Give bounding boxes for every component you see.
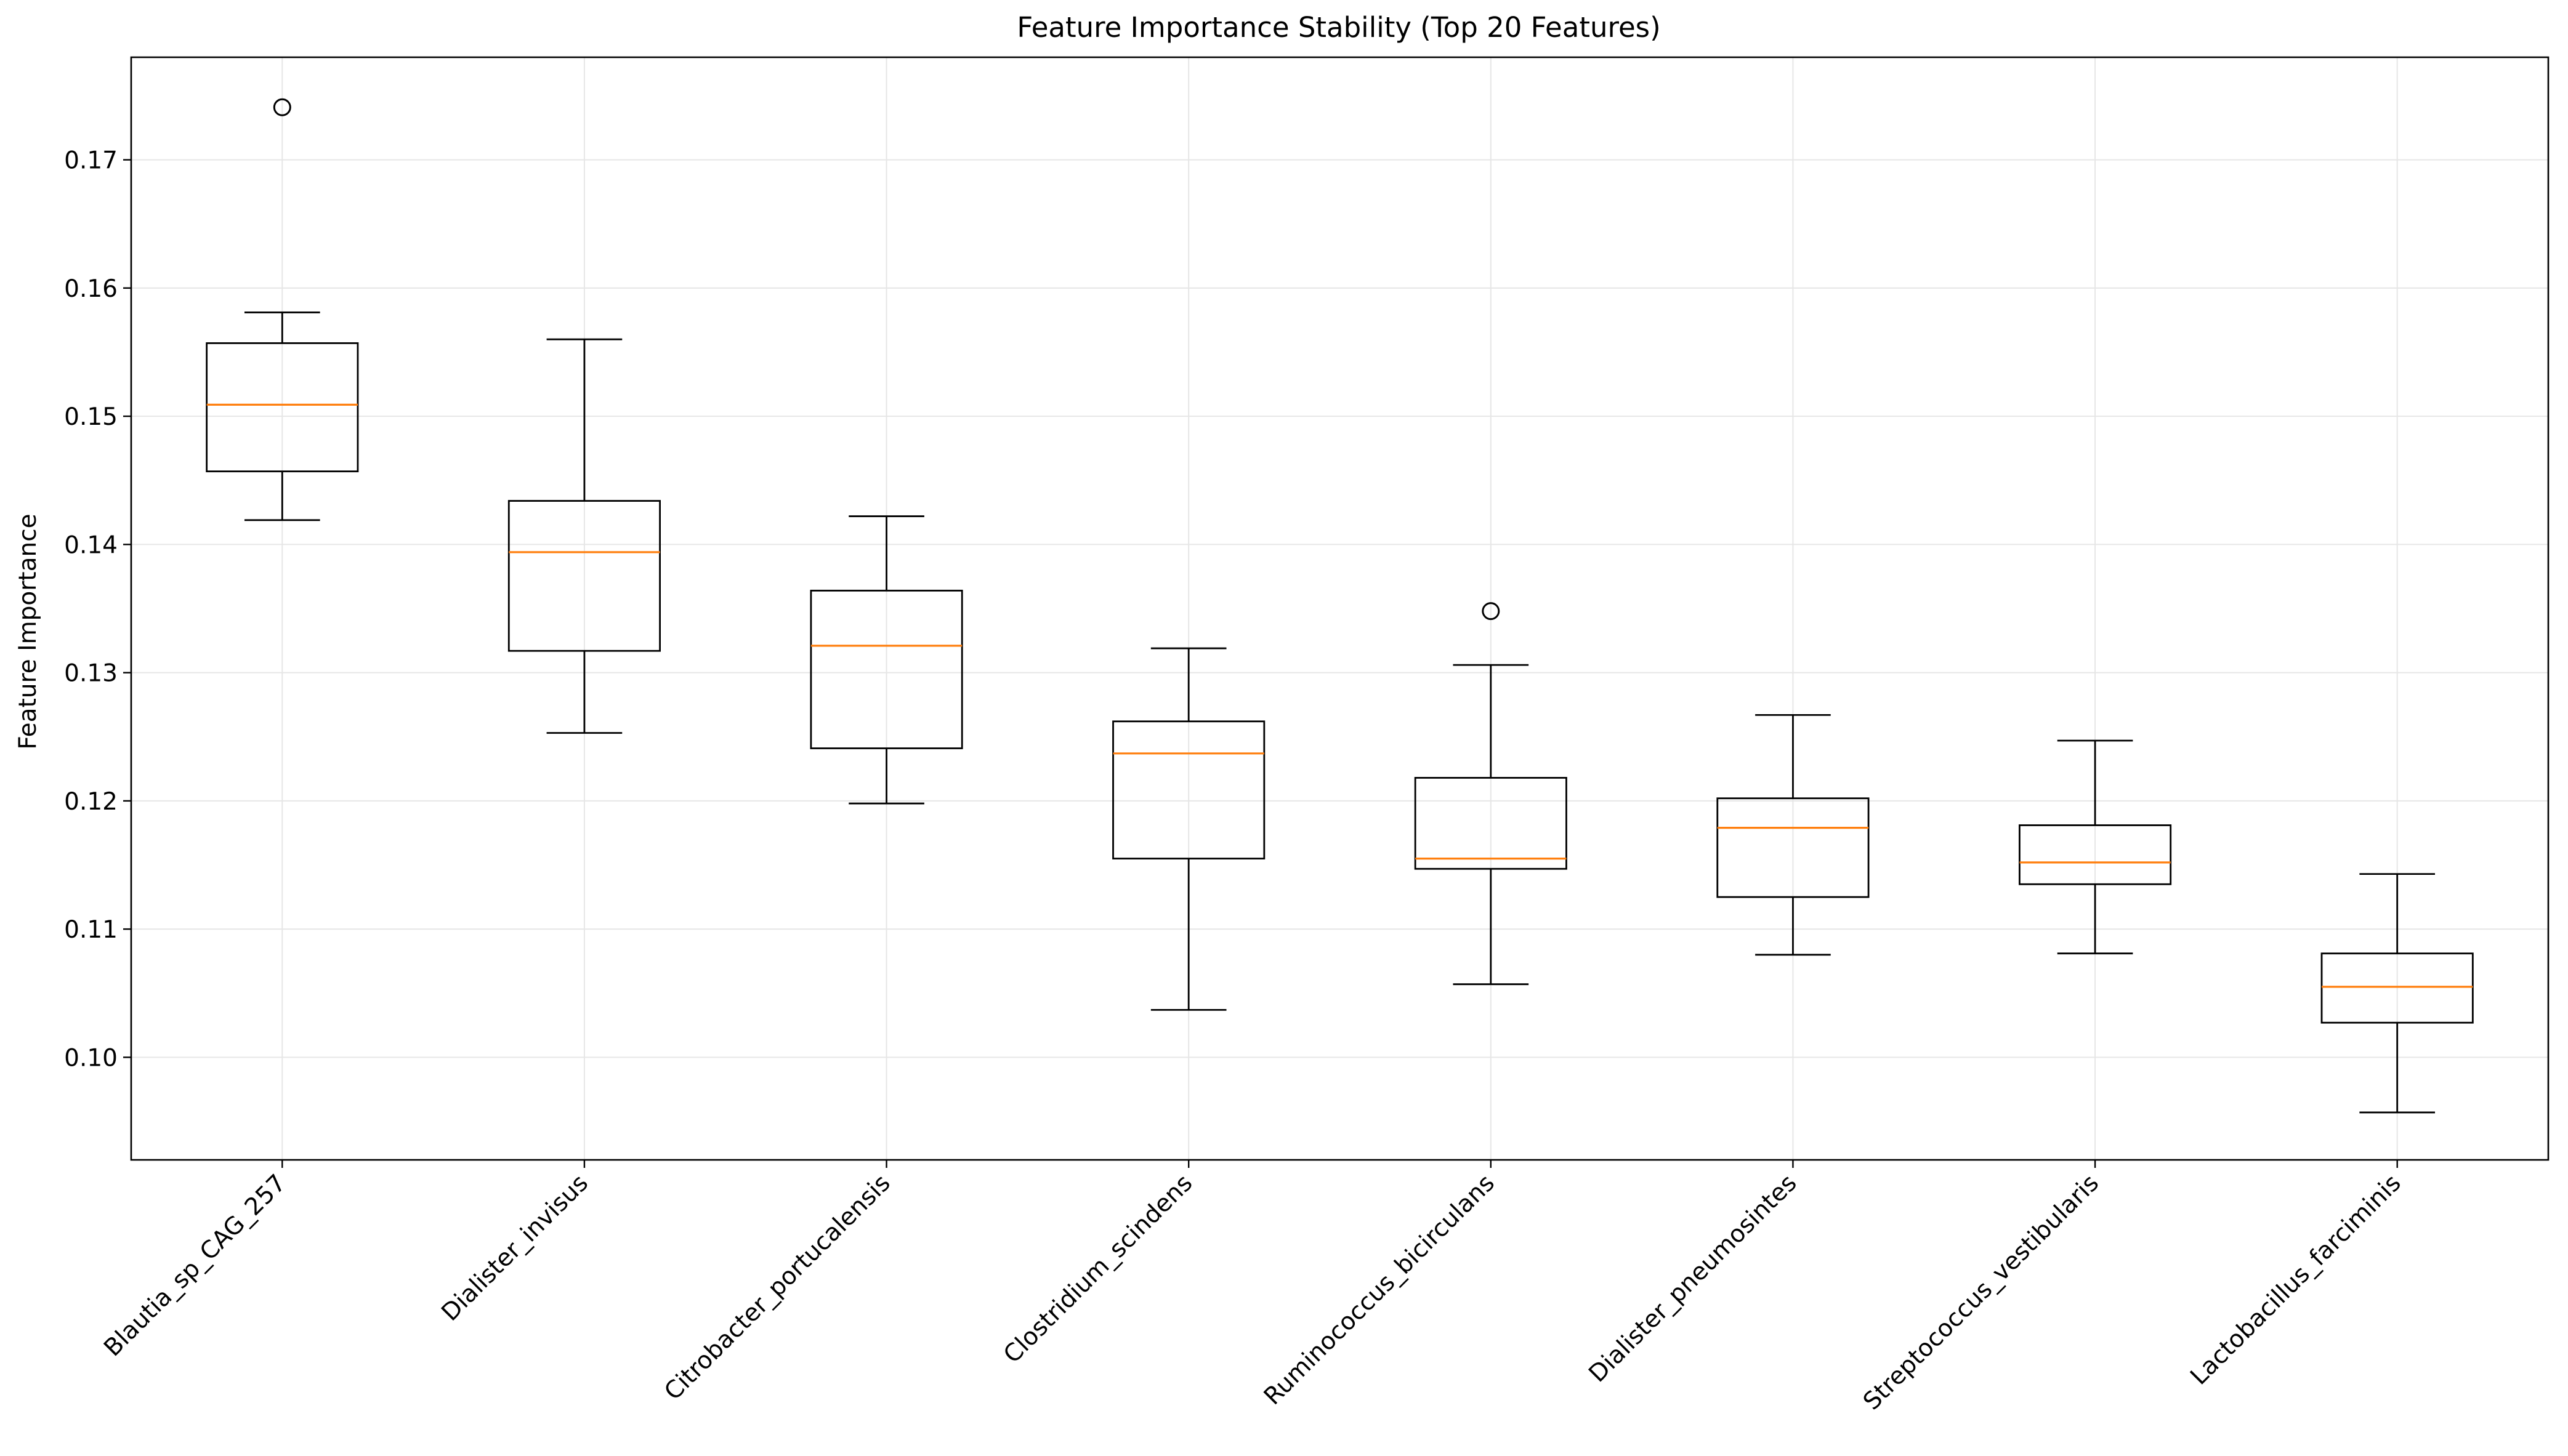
plot-area-frame [130,56,2550,1161]
box-group [507,338,661,734]
y-tick-label: 0.17 [64,147,118,175]
box-iqr [1716,797,1870,898]
y-tick-label: 0.11 [64,916,118,944]
box-iqr [1112,720,1266,859]
box-iqr [507,500,661,652]
box-group [1112,647,1266,1011]
y-tick-label: 0.14 [64,531,118,559]
box-group [1414,602,1567,986]
box-iqr [1414,776,1567,870]
y-axis-label: Feature Importance [14,513,42,749]
y-tick-label: 0.15 [64,403,118,431]
y-tick-label: 0.10 [64,1044,118,1072]
box-group [2019,739,2172,955]
y-tick-label: 0.12 [64,788,118,816]
chart-title: Feature Importance Stability (Top 20 Fea… [1017,11,1660,44]
box-group [1716,714,1870,956]
grid-lines [131,57,2548,1160]
outlier-point [1482,602,1500,621]
y-axis-ticks: 0.10 0.11 0.12 0.13 0.14 0.15 0.16 0.17 [64,147,131,1072]
box-group [810,515,963,805]
box-series [206,98,2474,1114]
box-iqr [206,342,359,473]
box-group [2320,873,2474,1114]
box-iqr [810,589,963,749]
box-iqr [2019,824,2172,885]
box-group [206,98,359,521]
y-tick-label: 0.13 [64,660,118,688]
box-iqr [2320,952,2474,1024]
y-tick-label: 0.16 [64,275,118,303]
outlier-point [273,98,291,116]
